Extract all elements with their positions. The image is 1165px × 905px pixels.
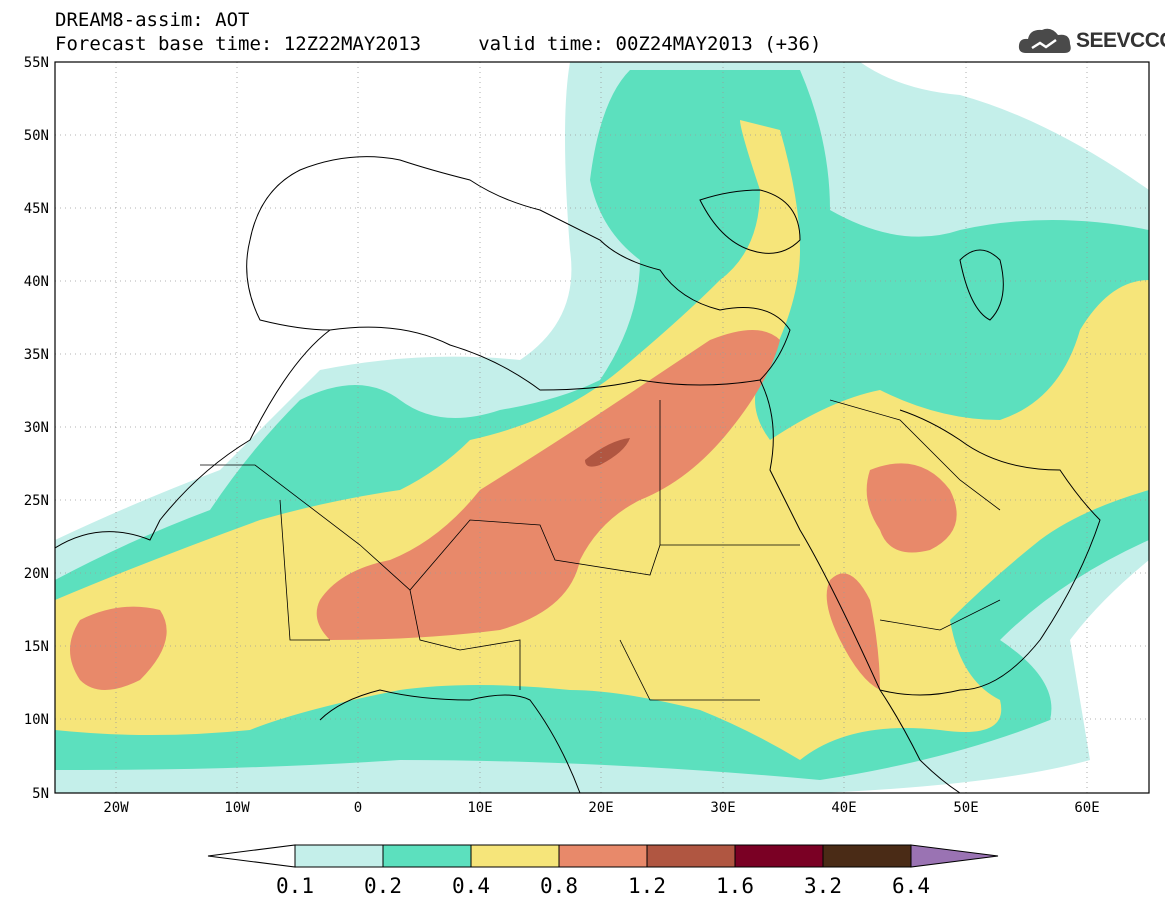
aot-contour-0.8	[70, 330, 957, 690]
map-frame	[54, 61, 1150, 794]
lat-label: 45N	[24, 201, 49, 217]
map-title: DREAM8-assim: AOT	[55, 9, 250, 31]
legend-label: 0.8	[540, 874, 578, 898]
lat-label: 55N	[24, 55, 49, 71]
lat-label: 50N	[24, 128, 49, 144]
lat-label: 30N	[24, 420, 49, 436]
legend-label: 0.2	[364, 874, 402, 898]
lon-label: 60E	[1074, 800, 1099, 816]
legend-label: 3.2	[804, 874, 842, 898]
legend-swatch	[822, 844, 912, 868]
legend-label: 1.6	[716, 874, 754, 898]
legend-label: 0.1	[276, 874, 314, 898]
country-borders	[200, 399, 1001, 701]
legend-label: 0.4	[452, 874, 490, 898]
lat-label: 5N	[32, 786, 49, 802]
lon-label: 20E	[588, 800, 613, 816]
legend-swatch	[470, 844, 560, 868]
lon-label: 10W	[224, 800, 250, 816]
legend-arrow-low	[207, 844, 296, 868]
lon-label: 40E	[831, 800, 856, 816]
lat-label: 35N	[24, 347, 49, 363]
logo-text: SEEVCCC	[1076, 29, 1165, 52]
aot-field	[55, 62, 1149, 793]
lon-label: 50E	[953, 800, 978, 816]
legend-swatch	[558, 844, 648, 868]
legend-swatch	[734, 844, 824, 868]
cloud-icon	[1018, 28, 1071, 53]
coastlines	[55, 156, 1101, 793]
lat-label: 40N	[24, 274, 49, 290]
lat-axis: 55N 50N 45N 40N 35N 30N 25N 20N 15N 10N …	[24, 55, 49, 802]
aot-contour-1.2	[585, 438, 630, 467]
lon-axis: 20W 10W 0 10E 20E 30E 40E 50E 60E	[103, 800, 1099, 816]
legend-label: 1.2	[628, 874, 666, 898]
forecast-time-subtitle: Forecast base time: 12Z22MAY2013 valid t…	[55, 33, 822, 55]
legend-arrow-high	[910, 844, 999, 868]
lat-label: 10N	[24, 712, 49, 728]
lat-label: 15N	[24, 639, 49, 655]
lat-label: 25N	[24, 493, 49, 509]
lat-label: 20N	[24, 566, 49, 582]
seevccc-logo: SEEVCCC	[1018, 23, 1165, 59]
legend-swatch	[646, 844, 736, 868]
legend-label: 6.4	[892, 874, 930, 898]
lon-label: 0	[354, 800, 362, 816]
graticule	[55, 62, 1149, 793]
lon-label: 20W	[103, 800, 129, 816]
color-legend: 0.1 0.2 0.4 0.8 1.2 1.6 3.2 6.4	[207, 844, 999, 898]
legend-swatch	[294, 844, 384, 868]
lon-label: 30E	[710, 800, 735, 816]
legend-swatch	[382, 844, 472, 868]
lon-label: 10E	[467, 800, 492, 816]
